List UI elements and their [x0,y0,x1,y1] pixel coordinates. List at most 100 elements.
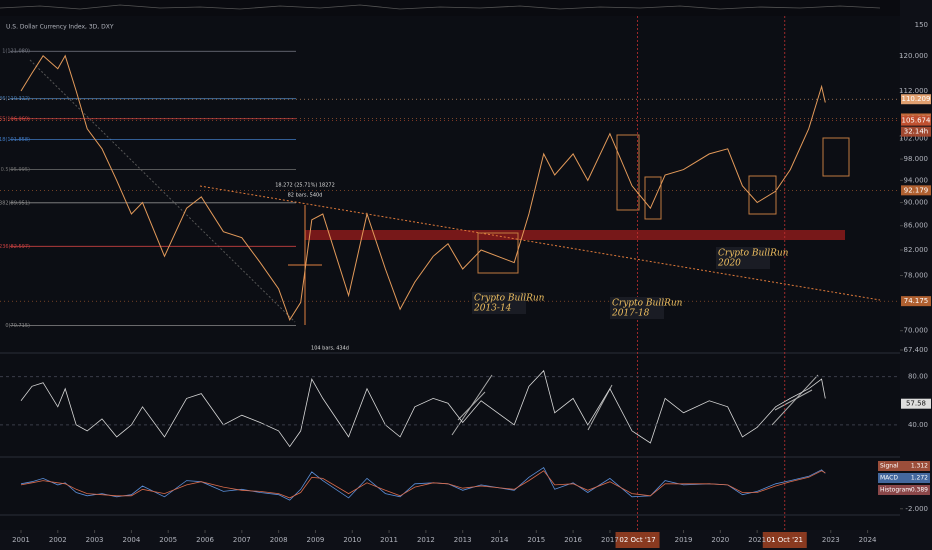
box [748,175,777,215]
top-strip-line [0,4,881,10]
price-tick-label: 86.000 [904,222,929,230]
box [644,176,662,220]
chart-title: U.S. Dollar Currency Index, 3D, DXY [6,24,114,31]
legend-bg [878,461,930,471]
rsi-tag: 57.58 [906,400,926,408]
time-tick-label: 2017 [601,536,619,544]
crypto-label: Crypto BullRun [718,249,789,259]
legend-name: MACD [880,475,898,482]
rsi-line [20,369,826,448]
price-tick-label: 90.000 [904,199,929,207]
time-tick-label: 2012 [417,536,435,544]
crypto-label: 2020 [717,259,741,269]
channel-line [457,391,486,421]
price-tick-label: 98.000 [904,155,929,163]
price-tag: 110.209 [902,95,931,103]
fib-label: 0.236(82.597) [0,244,30,250]
crypto-label-bg [716,247,770,269]
time-tick-label: 2020 [711,536,729,544]
date-tag-bg [762,532,807,548]
annotation: 82 bars, 540d [288,193,323,199]
time-axis-bg [0,530,932,550]
time-tick-label: 2003 [86,536,104,544]
top-price-label: 150 [915,21,928,29]
crypto-label: Crypto BullRun [612,299,683,309]
annotation: 18.272 (25.71%) 18272 [275,183,335,189]
fib-label: 0.5(95.995) [1,167,30,173]
rsi-tick-label: 80.00 [908,373,928,381]
fib-label: 0(70.715) [5,323,30,329]
date-tag-bg [615,532,660,548]
legend-value: 1.312 [911,463,928,470]
fib-label: 0.382(89.951) [0,200,30,206]
price-line [20,54,826,322]
price-tick-label: 94.000 [904,176,929,184]
annotation: 104 bars, 434d [311,346,349,352]
top-strip [0,0,900,16]
fib-label: 1(121.080) [2,49,30,55]
channel-line [771,374,819,426]
price-axis-bg [900,0,932,550]
price-tag: 92.179 [904,186,929,194]
price-tag: 74.175 [904,297,929,305]
fib-label: 0.618(101.858) [0,137,30,143]
trend-line [199,185,881,301]
date-tag: 02 Oct '17 [619,536,655,544]
time-tick-label: 2016 [564,536,582,544]
time-tick-label: 2001 [12,536,30,544]
legend-bg [878,485,930,495]
crypto-label-bg [610,297,664,319]
fib-label: 0.786(110.322) [0,96,30,102]
price-tag-bg [901,115,931,126]
time-tick-label: 2015 [527,536,545,544]
time-tick-label: 2006 [196,536,214,544]
price-tick-label: 70.000 [904,327,929,335]
time-tick-label: 2024 [859,536,877,544]
date-tag: 01 Oct '21 [767,536,803,544]
legend-value: 1.272 [911,475,928,482]
price-tag-bg [901,296,931,307]
price-tick-label: 78.000 [904,272,929,280]
time-tick-label: 2011 [380,536,398,544]
time-tick-label: 2021 [748,536,766,544]
timer: 32.14h [904,128,928,136]
crypto-label: 2013-14 [473,304,512,314]
crypto-label: Crypto BullRun [474,294,545,304]
time-tick-label: 2010 [343,536,361,544]
fib-label: 0.65(106.069) [0,116,30,122]
price-tick-label: 82.000 [904,246,929,254]
price-tag-bg [901,185,931,196]
box [616,134,640,211]
time-tick-label: 2002 [49,536,67,544]
price-tick-label: 102.000 [899,135,928,143]
legend-name: Histogram [880,487,911,494]
channel-line [774,389,813,411]
price-tick-label: 112.000 [899,87,928,95]
time-tick-label: 2007 [233,536,251,544]
box [822,137,850,177]
time-tick-label: 2009 [307,536,325,544]
timer-bg [901,126,931,137]
crypto-label: 2017-18 [611,309,650,319]
legend-value: -0.389 [909,487,929,494]
rsi-tag-bg [901,398,931,409]
price-tag-bg [901,94,931,105]
time-tick-label: 2014 [491,536,509,544]
macd-tick-label: -2.000 [905,505,928,513]
time-tick-label: 2013 [454,536,472,544]
legend-bg [878,473,930,483]
time-tick-label: 2005 [159,536,177,544]
time-tick-label: 2008 [270,536,288,544]
signal-line [20,470,826,499]
price-tag: 105.674 [902,117,931,125]
time-tick-label: 2023 [822,536,840,544]
resistance-zone [305,230,845,240]
legend-name: Signal [880,463,899,470]
time-tick-label: 2019 [675,536,693,544]
price-tick-label: 120.000 [899,52,928,60]
price-tick-label: 67.400 [904,346,929,354]
crypto-label-bg [472,292,526,314]
rsi-tick-label: 40.00 [908,421,928,429]
